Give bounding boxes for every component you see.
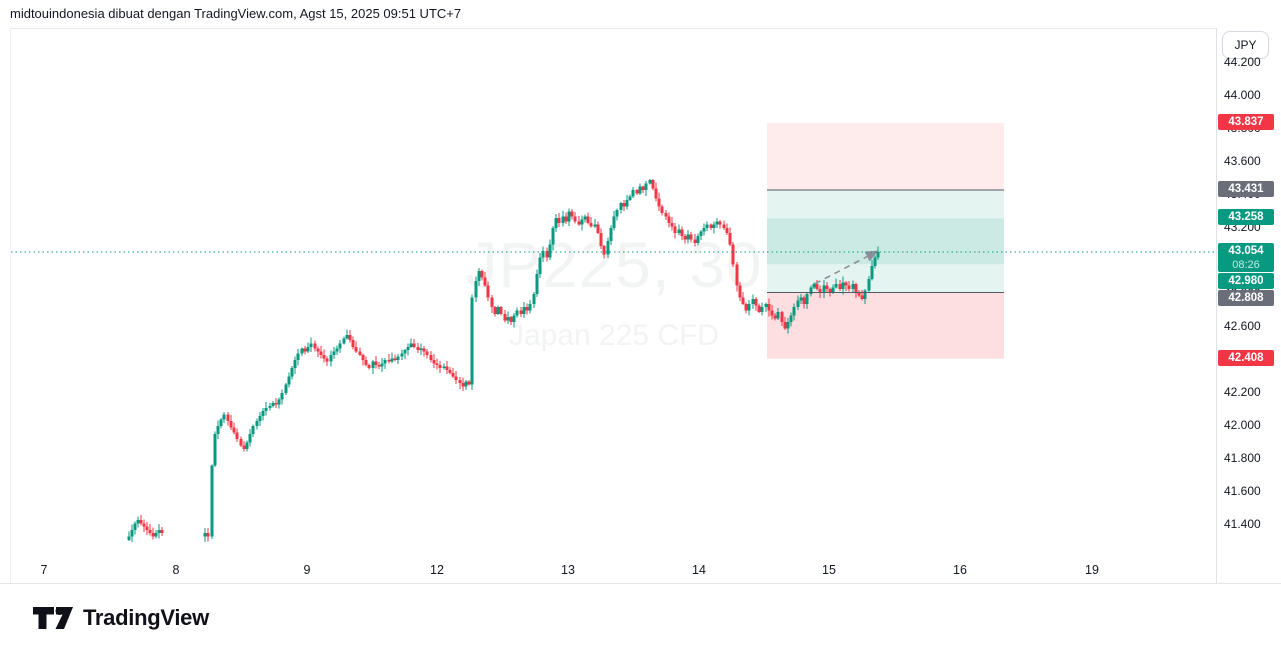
stop-price-badge[interactable]: 42.408 (1218, 349, 1274, 366)
currency-toggle-button[interactable]: JPY (1222, 31, 1269, 59)
time-tick-label: 19 (1085, 563, 1099, 577)
attribution-text: midtouindonesia dibuat dengan TradingVie… (10, 6, 462, 21)
tradingview-logo-icon (33, 607, 73, 629)
badge-price-value: 42.408 (1228, 351, 1264, 364)
price-axis[interactable]: JPY 44.20044.00043.80043.60043.40043.200… (1216, 28, 1281, 583)
badge-price-value: 42.980 (1228, 275, 1264, 288)
time-tick-label: 8 (172, 563, 180, 577)
badge-price-value: 43.258 (1228, 211, 1264, 224)
badge-price-value: 43.837 (1228, 115, 1264, 128)
bar-countdown: 08:26 (1232, 259, 1260, 272)
long-position-tool[interactable] (767, 218, 1004, 359)
price-tick-label: 42.000 (1224, 417, 1261, 432)
price-tick-label: 41.600 (1224, 483, 1261, 498)
candles (127, 178, 880, 543)
entry-price-badge[interactable]: 42.808 (1218, 290, 1274, 307)
long-position-profit-zone[interactable] (767, 218, 1004, 293)
time-tick-label: 7 (40, 563, 48, 577)
short-position-tool[interactable] (767, 122, 1004, 265)
badge-price-value: 43.431 (1228, 182, 1264, 195)
price-tick-label: 41.800 (1224, 450, 1261, 465)
time-tick-label: 12 (430, 563, 444, 577)
tradingview-logo-text: TradingView (83, 605, 209, 630)
price-tick-label: 41.400 (1224, 516, 1261, 531)
trend-arrow-drawing[interactable] (814, 250, 879, 285)
price-tick-label: 44.000 (1224, 87, 1261, 102)
time-tick-label: 9 (303, 563, 311, 577)
target-price-badge[interactable]: 43.258 (1218, 209, 1274, 226)
time-tick-label: 16 (953, 563, 967, 577)
price-tick-label: 42.200 (1224, 384, 1261, 399)
stop-price-badge[interactable]: 43.837 (1218, 113, 1274, 130)
time-tick-label: 13 (561, 563, 575, 577)
entry-price-badge[interactable]: 43.431 (1218, 180, 1274, 197)
price-tick-label: 43.600 (1224, 153, 1261, 168)
price-tick-label: 44.200 (1224, 54, 1261, 69)
badge-price-value: 43.054 (1228, 245, 1264, 258)
time-tick-label: 15 (822, 563, 836, 577)
tradingview-logo[interactable]: TradingView (33, 601, 209, 635)
current-price-badge: 43.054 08:26 (1218, 243, 1274, 273)
axis-separator-line (0, 583, 1281, 584)
target-price-badge[interactable]: 42.980 (1218, 273, 1274, 290)
badge-price-value: 42.808 (1228, 292, 1264, 305)
chart-pane[interactable]: JP225, 30 Japan 225 CFD (10, 28, 1217, 584)
price-tick-label: 42.600 (1224, 318, 1261, 333)
time-axis[interactable]: 7 8 9 12 13 14 15 16 19 (0, 559, 1216, 583)
short-position-stop-zone[interactable] (767, 122, 1004, 190)
candlestick-chart[interactable] (11, 29, 1217, 584)
time-tick-label: 14 (692, 563, 706, 577)
